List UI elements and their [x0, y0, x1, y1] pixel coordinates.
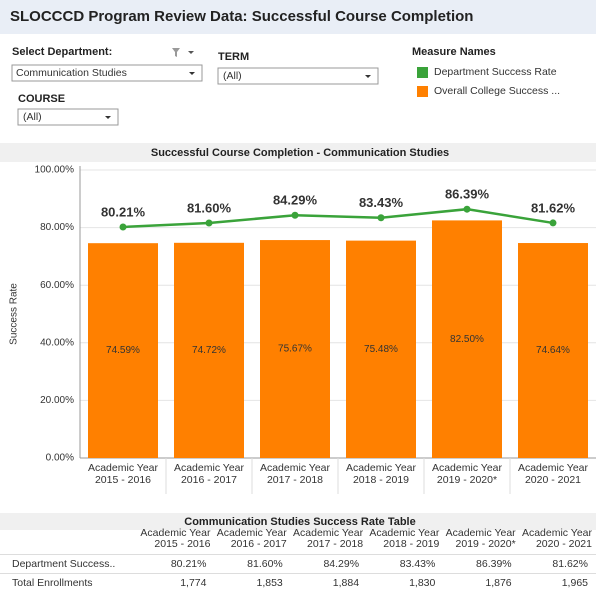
header-bar — [0, 0, 596, 34]
filter-label: COURSE — [18, 93, 65, 105]
legend-label: Overall College Success ... — [434, 85, 560, 97]
line — [122, 207, 554, 229]
chart-title-bar — [0, 143, 596, 162]
x-tick-label: Academic Year 2019 - 2020* — [431, 462, 503, 486]
dropdown-value: Communication Studies — [16, 67, 127, 79]
y-tick-label: 0.00% — [46, 453, 74, 464]
table-cell: 1,853 — [214, 573, 291, 592]
bar — [518, 243, 588, 458]
column-header: Academic Year 2020 - 2021 — [521, 527, 592, 550]
line-label: 81.62% — [531, 200, 576, 215]
line-label: 81.60% — [187, 200, 232, 215]
table-title: Communication Studies Success Rate Table — [184, 516, 415, 528]
y-axis-label: Success Rate — [9, 283, 20, 345]
data-table: Academic Year 2015 - 2016 Academic Year 2… — [0, 528, 596, 592]
table-row: Department Success.. 80.21% 81.60% 84.29% 83… — [0, 554, 596, 574]
x-tick-label: Academic Year 2015 - 2016 — [87, 462, 159, 486]
row-label: Total Enrollments — [0, 573, 139, 592]
table-cell: 80.21% — [138, 554, 215, 574]
dropdown-value: (All) — [223, 70, 242, 82]
y-tick-label: 40.00% — [40, 337, 74, 348]
bar-label: 74.59% — [106, 345, 140, 356]
menu-caret[interactable] — [188, 51, 194, 54]
column-header: Academic Year 2016 - 2017 — [216, 527, 287, 550]
table-cell: 1,774 — [138, 573, 215, 592]
y-tick-label: 20.00% — [40, 395, 74, 406]
bar-label: 75.48% — [364, 344, 398, 355]
table-title-bar — [0, 513, 596, 530]
column-header: Academic Year 2017 - 2018 — [293, 527, 364, 550]
legend-swatch — [417, 67, 428, 78]
bar — [260, 240, 330, 458]
filter-icon[interactable] — [172, 48, 180, 57]
chart-title: Successful Course Completion - Communica… — [151, 147, 449, 159]
spacer — [0, 500, 596, 514]
line-label: 86.39% — [445, 187, 490, 202]
row-label: Department Success.. — [0, 554, 139, 574]
table-row: Total Enrollments 1,774 1,853 1,884 1,830 1,8… — [0, 573, 596, 592]
table-cell: 83.43% — [367, 554, 444, 574]
dropdown[interactable] — [17, 108, 119, 126]
table-cell: 1,965 — [519, 573, 596, 592]
dropdown-caret — [189, 72, 195, 75]
table-cell: 86.39% — [443, 554, 520, 574]
legend-label: Department Success Rate — [434, 66, 557, 78]
dropdown[interactable] — [11, 64, 203, 82]
line-point — [549, 219, 557, 227]
bar-label: 74.72% — [192, 345, 226, 356]
line-point — [463, 205, 471, 213]
bar — [88, 243, 158, 458]
y-tick-label: 100.00% — [35, 165, 75, 176]
table-cell: 81.60% — [214, 554, 291, 574]
dropdown-caret — [365, 75, 371, 78]
table-cell: 1,830 — [367, 573, 444, 592]
bar-label: 82.50% — [450, 334, 484, 345]
legend-title: Measure Names — [412, 46, 496, 58]
dropdown[interactable] — [217, 67, 379, 85]
filter-label: Select Department: — [12, 46, 112, 58]
line-label: 80.21% — [101, 204, 146, 219]
bar — [432, 220, 502, 458]
page-title: SLOCCCD Program Review Data: Successful … — [10, 8, 473, 25]
line-point — [205, 219, 213, 227]
x-tick-label: Academic Year 2017 - 2018 — [259, 462, 331, 486]
column-header: Academic Year 2015 - 2016 — [140, 527, 211, 550]
column-header: Academic Year 2019 - 2020* — [445, 527, 516, 550]
table-cell: 81.62% — [519, 554, 596, 574]
table-cell: 84.29% — [290, 554, 368, 574]
line-label: 83.43% — [359, 195, 404, 210]
bar-label: 75.67% — [278, 344, 312, 355]
line-label: 84.29% — [273, 193, 318, 208]
corner — [0, 528, 138, 555]
line-point — [119, 223, 127, 231]
bar — [174, 242, 244, 458]
bar-label: 74.64% — [536, 345, 570, 356]
bar — [346, 240, 416, 458]
y-tick-label: 60.00% — [40, 280, 74, 291]
x-tick-label: Academic Year 2016 - 2017 — [173, 462, 245, 486]
x-tick-label: Academic Year 2018 - 2019 — [345, 462, 417, 486]
dropdown-value: (All) — [23, 111, 42, 123]
filter-label: TERM — [218, 51, 249, 63]
table-cell: 1,876 — [443, 573, 520, 592]
x-tick-label: Academic Year 2020 - 2021 — [517, 462, 589, 486]
table-cell: 1,884 — [290, 573, 368, 592]
dropdown-caret — [105, 116, 111, 119]
line-point — [291, 211, 299, 219]
line-point — [377, 214, 385, 222]
legend-swatch — [417, 86, 428, 97]
column-header: Academic Year 2018 - 2019 — [369, 527, 440, 550]
y-tick-label: 80.00% — [40, 222, 74, 233]
